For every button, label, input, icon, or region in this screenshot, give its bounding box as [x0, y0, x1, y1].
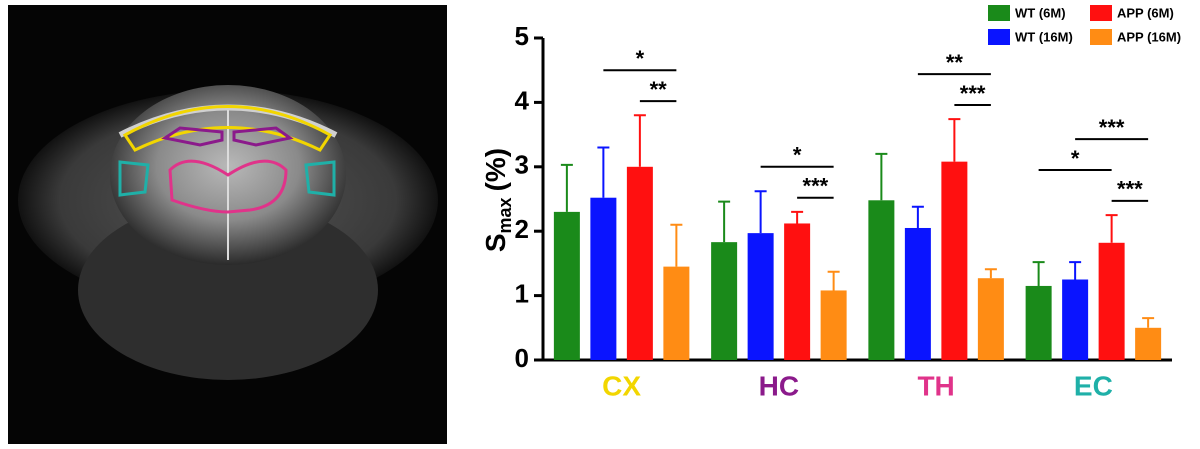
error-bar — [791, 210, 804, 224]
legend-swatch — [988, 29, 1010, 45]
bar — [553, 211, 580, 360]
legend-swatch — [1090, 5, 1112, 21]
bar — [1135, 327, 1162, 360]
bar — [626, 166, 653, 360]
legend-label: APP (16M) — [1117, 29, 1181, 44]
y-tick-label: 1 — [515, 278, 529, 308]
significance-label: *** — [803, 174, 829, 199]
significance-label: *** — [1117, 177, 1143, 202]
y-tick-label: 4 — [515, 85, 530, 115]
x-tick-label: HC — [759, 370, 799, 401]
significance-label: ** — [946, 50, 964, 75]
mri-image — [8, 5, 447, 444]
significance-label: ** — [650, 77, 668, 102]
x-tick-label: TH — [917, 370, 954, 401]
y-label-sub: max — [495, 197, 515, 233]
error-bar — [597, 146, 610, 198]
bar — [747, 233, 774, 360]
significance-label: *** — [1099, 115, 1125, 140]
y-axis-label: Smax (%) — [480, 148, 514, 252]
bar — [904, 227, 931, 360]
bar — [1062, 279, 1089, 360]
error-bar — [1105, 214, 1118, 243]
significance-label: *** — [960, 81, 986, 106]
legend-label: WT (6M) — [1015, 5, 1066, 20]
x-tick-label: CX — [602, 370, 641, 401]
legend-swatch — [988, 5, 1010, 21]
x-tick-label: EC — [1074, 370, 1113, 401]
error-bar — [1032, 261, 1045, 286]
error-bar — [911, 205, 924, 228]
y-tick-label: 0 — [515, 343, 529, 373]
significance-label: * — [636, 46, 645, 71]
error-bar — [1142, 317, 1155, 328]
bar — [590, 197, 617, 360]
bar — [711, 242, 738, 360]
y-tick-label: 5 — [515, 21, 529, 51]
error-bar — [560, 163, 573, 212]
bar — [820, 290, 847, 360]
y-label-main: S — [480, 233, 511, 252]
error-bar — [633, 114, 646, 167]
error-bar — [984, 268, 997, 279]
error-bar — [948, 118, 961, 162]
error-bar — [670, 223, 683, 267]
y-tick-label: 3 — [515, 150, 529, 180]
legend-label: WT (16M) — [1015, 29, 1073, 44]
legend-swatch — [1090, 29, 1112, 45]
y-tick-label: 2 — [515, 214, 529, 244]
error-bar — [875, 152, 888, 201]
error-bar — [827, 270, 840, 291]
significance-label: * — [793, 143, 802, 168]
y-label-unit: (%) — [480, 148, 511, 192]
bar — [941, 161, 968, 360]
error-bar — [754, 190, 767, 234]
bar — [1098, 242, 1125, 360]
bar — [977, 278, 1004, 360]
bar — [784, 223, 811, 360]
error-bar — [718, 200, 731, 243]
error-bar — [1069, 261, 1082, 280]
legend-label: APP (6M) — [1117, 5, 1174, 20]
bar — [868, 200, 895, 360]
bar — [1025, 285, 1052, 360]
significance-label: * — [1071, 146, 1080, 171]
bar — [663, 266, 690, 360]
